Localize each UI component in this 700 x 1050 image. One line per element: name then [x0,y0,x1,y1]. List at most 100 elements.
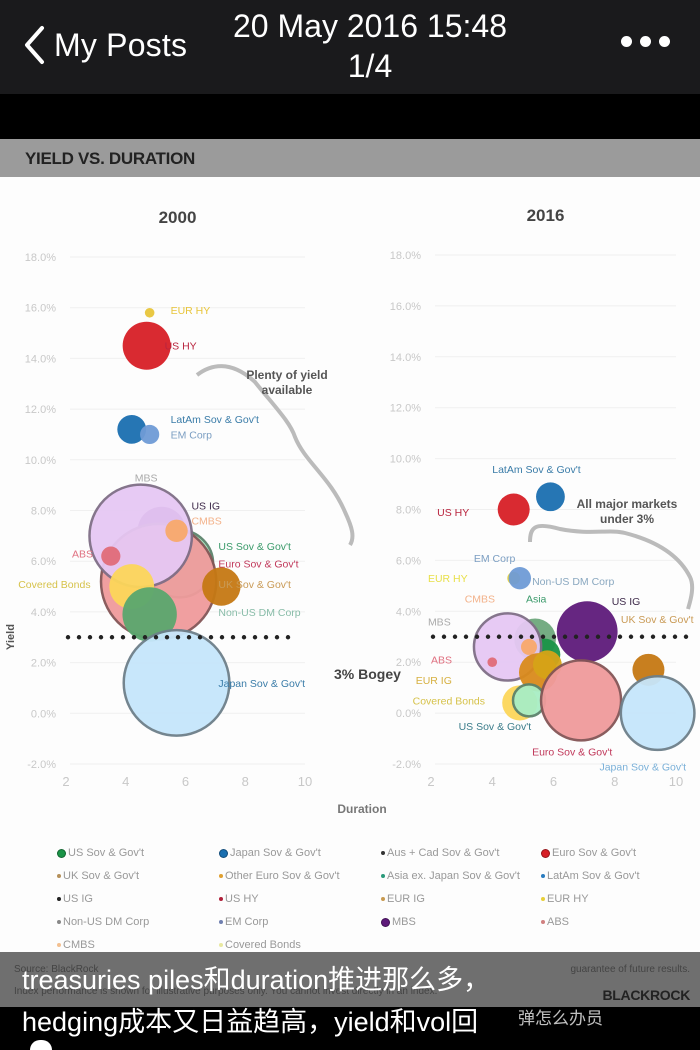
annotation-text: under 3% [600,512,654,526]
bubble-em-corp [508,567,532,590]
y-tick-label: 16.0% [390,301,421,313]
bogey-dot [617,634,623,639]
bogey-dot [65,635,71,640]
bogey-dot [562,634,568,639]
annotation-text: Plenty of yield [246,368,327,382]
annotation-bracket [195,364,355,547]
legend-swatch [381,874,385,878]
disclaimer-left: Source: BlackRock [14,964,99,975]
legend-swatch [381,897,385,901]
point-label: Covered Bonds [18,579,90,591]
bogey-dot [153,635,159,640]
legend-label: Asia ex. Japan Sov & Gov't [387,870,520,882]
legend-swatch [381,917,390,927]
watermark: 弹怎么办员 [518,1009,603,1028]
bogey-dot [241,635,247,640]
legend-item: Other Euro Sov & Gov't [219,870,340,882]
bogey-dot [208,635,214,640]
bogey-dot [109,635,115,640]
legend-item: EUR IG [381,893,425,905]
point-label: Covered Bonds [413,695,485,707]
bogey-dot [142,635,148,640]
legend-label: Japan Sov & Gov't [230,847,321,859]
bogey-dot [98,635,104,640]
y-tick-label: 14.0% [25,353,56,365]
annotation-bracket [528,523,695,610]
point-label: LatAm Sov & Gov't [492,464,580,476]
mascot-icon [30,1040,52,1050]
ellipsis-dot [640,36,651,47]
y-tick-label: 6.0% [396,555,421,567]
point-label: Non-US DM Corp [218,607,300,619]
bubble-non-us-dm-corp [122,587,177,642]
bogey-dot [164,635,170,640]
image-margin [0,94,700,139]
bogey-dot [683,634,689,639]
y-tick-label: 4.0% [396,606,421,618]
point-label: EUR HY [428,573,468,585]
legend-swatch [219,848,228,858]
legend-swatch [541,874,545,878]
bogey-dot [452,634,458,639]
point-label: Non-US DM Corp [532,576,614,588]
top-navigation-bar: My Posts 20 May 2016 15:48 1/4 [0,0,700,94]
bogey-dot [441,634,447,639]
bubble-cmbs [521,638,537,655]
more-options-button[interactable] [621,36,670,47]
bubble-us-ig [556,601,618,663]
legend-label: Non-US DM Corp [63,916,150,928]
ellipsis-dot [659,36,670,47]
point-label: CMBS [191,516,221,528]
x-tick-label: 2 [427,774,434,789]
legend-label: ABS [547,916,570,928]
bogey-dot [430,634,436,639]
legend-item: Japan Sov & Gov't [219,847,321,859]
point-label: EUR HY [171,305,211,317]
legend-label: EUR HY [547,893,589,905]
chevron-left-icon [25,26,44,64]
legend-swatch [541,897,545,901]
bubble-charts: 2000 18.0% 16.0% 14.0% 12.0% 10.0% 8.0% 6.0% 4.0… [5,206,696,816]
bubble-abs [487,657,498,667]
legend-label: UK Sov & Gov't [63,870,140,882]
point-label: EM Corp [474,553,516,565]
bogey-dot [496,634,502,639]
bogey-dot [219,635,225,640]
point-label: LatAm Sov & Gov't [171,414,259,426]
annotation-text: available [262,383,313,397]
point-label: UK Sov & Gov't [621,614,694,626]
point-label: MBS [428,616,451,628]
post-title: 20 May 2016 15:48 1/4 [200,6,540,86]
bogey-dot [474,634,480,639]
bogey-dot [551,634,557,639]
bogey-dot [507,634,513,639]
legend-label: US HY [225,893,259,905]
legend-item: LatAm Sov & Gov't [541,870,640,882]
bubble-japan-sov-gov-t [619,675,696,752]
legend-swatch [219,920,223,924]
legend-label: US IG [63,893,93,905]
chart-header: YIELD VS. DURATION [0,139,700,177]
x-tick-label: 6 [182,774,189,789]
bogey-label: 3% Bogey [334,666,401,682]
bogey-dot [595,634,601,639]
y-tick-label: 0.0% [396,708,421,720]
back-button[interactable]: My Posts [22,24,187,66]
y-tick-label: 10.0% [390,454,421,466]
y-tick-label: 8.0% [396,505,421,517]
point-label: Japan Sov & Gov't [218,678,305,690]
y-tick-label: 0.0% [31,708,56,720]
x-tick-label: 4 [122,774,129,789]
legend-item: US IG [57,893,93,905]
bogey-dot [120,635,126,640]
legend-label: US Sov & Gov't [68,847,145,859]
disclaimer-band: Source: BlackRock guarantee of future re… [0,952,700,1007]
bogey-dot [661,634,667,639]
legend-swatch [219,874,223,878]
legend-item: Non-US DM Corp [57,916,149,928]
bogey-dot [540,634,546,639]
legend-item: US Sov & Gov't [57,847,144,859]
bubble-latam-sov-gov-t [117,414,147,444]
bubble-abs [101,546,121,566]
legend-label: Euro Sov & Gov't [552,847,637,859]
